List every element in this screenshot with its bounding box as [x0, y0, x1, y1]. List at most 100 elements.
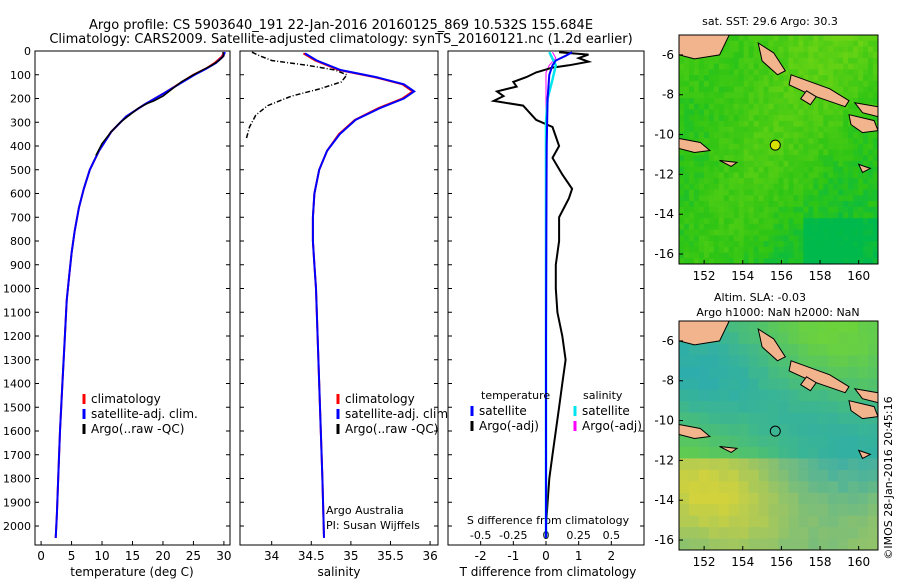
y-tick-label: 100: [10, 69, 31, 82]
y-tick-label: 500: [10, 164, 31, 177]
s-diff-label: S difference from climatology: [467, 514, 630, 527]
x-axis-label: salinity: [317, 565, 360, 579]
y-tick-label: 1900: [3, 496, 31, 509]
y-tick-label: 1000: [3, 283, 31, 296]
y-tick-label: 700: [10, 211, 31, 224]
x-tick-label: -1: [507, 549, 519, 563]
x-tick-label: 0: [37, 549, 45, 563]
y-tick-label: -10: [654, 128, 674, 142]
x-tick-label: 15: [125, 549, 140, 563]
annotation-line-1: Argo Australia: [326, 504, 404, 517]
x-tick-label: 154: [731, 555, 754, 569]
watermark: ©IMOS 28-Jan-2016 20:45:16: [882, 396, 895, 559]
land: [799, 376, 817, 392]
y-tick-label: -14: [654, 207, 674, 221]
land: [679, 35, 730, 60]
salinity-panel: 34 34.5 35 35.5 36 climatologysatellite-adj. …: [239, 50, 452, 579]
x-tick-label: 20: [155, 549, 170, 563]
x-tick-label: 156: [770, 555, 793, 569]
x-tick-label: 34.5: [298, 549, 325, 563]
t-satellite-line: [545, 51, 573, 538]
top-tick-label: 0.5: [603, 529, 621, 542]
land: [857, 163, 872, 174]
y-tick-label: 1300: [3, 354, 31, 367]
sla-field: [679, 321, 878, 550]
x-tick-label: 10: [94, 549, 109, 563]
sla-map-panel: 152 154 156 158 160 -6 -8 -10 -12 -14 -16 Altim. SL…: [654, 291, 879, 569]
land: [719, 446, 739, 453]
x-tick-label: -2: [475, 549, 487, 563]
land: [719, 160, 739, 167]
y-tick-label: -12: [654, 453, 674, 467]
top-tick-label: -0.25: [499, 529, 527, 542]
y-tick-label: 800: [10, 235, 31, 248]
y-tick-label: -12: [654, 167, 674, 181]
x-tick-label: 152: [693, 269, 716, 283]
y-tick-label: 1600: [3, 425, 31, 438]
x-tick-label: 154: [731, 269, 754, 283]
y-tick-label: 600: [10, 188, 31, 201]
plot-frame: [239, 50, 439, 546]
x-tick-label: 35: [343, 549, 358, 563]
x-tick-label: 2: [608, 549, 616, 563]
x-axis-label: temperature (deg C): [70, 565, 193, 579]
legend-satellite-label: satellite-adj. clim.: [345, 407, 452, 421]
legend-t-argo-label: Argo(-adj): [479, 419, 539, 433]
y-tick-label: -6: [662, 48, 674, 62]
map-title: sat. SST: 29.6 Argo: 30.3: [702, 15, 838, 28]
x-tick-label: 36: [422, 549, 437, 563]
y-tick-label: -16: [654, 247, 674, 261]
difference-panel: -2 -1 0 1 2-0.5 -0.25 0 0.25 0.5S difference fro…: [447, 50, 645, 579]
y-tick-label: 1500: [3, 401, 31, 414]
y-tick-label: 300: [10, 116, 31, 129]
legend-salinity-heading: salinity: [583, 389, 623, 402]
argo-line: [95, 51, 225, 156]
x-tick-label: 5: [68, 549, 76, 563]
legend-satellite-label: satellite-adj. clim.: [91, 407, 198, 421]
legend-argo-label: Argo(..raw -QC): [345, 422, 438, 436]
land: [788, 74, 850, 108]
legend-s-argo-label: Argo(-adj): [582, 419, 642, 433]
land: [679, 423, 712, 440]
y-tick-label: -8: [662, 88, 674, 102]
y-tick-label: 1100: [3, 306, 31, 319]
y-tick-label: 200: [10, 93, 31, 106]
x-tick-label: 158: [809, 555, 832, 569]
argo-position-marker: [769, 139, 781, 151]
y-tick-label: -6: [662, 334, 674, 348]
t-argo-line: [490, 51, 593, 527]
map-frame: [678, 34, 879, 265]
top-tick-label: -0.5: [470, 529, 491, 542]
land: [848, 114, 878, 134]
y-tick-label: 900: [10, 259, 31, 272]
map-title-line-1: Altim. SLA: -0.03: [714, 291, 806, 304]
land: [848, 400, 878, 420]
annotation-line-2: PI: Susan Wijffels: [326, 519, 420, 532]
y-tick-label: 0: [24, 45, 31, 58]
map-frame: [678, 320, 879, 551]
y-tick-label: 2000: [3, 520, 31, 533]
y-tick-label: -16: [654, 533, 674, 547]
argo-line: [245, 51, 349, 140]
y-tick-label: 1700: [3, 449, 31, 462]
x-tick-label: 152: [693, 555, 716, 569]
title-line-2: Climatology: CARS2009. Satellite-adjuste…: [49, 32, 632, 47]
land: [679, 137, 712, 154]
y-tick-label: -10: [654, 414, 674, 428]
legend-climatology-label: climatology: [91, 392, 161, 406]
x-axis-label: T difference from climatology: [459, 565, 637, 579]
temperature-panel: 0100200300400500600700800900100011001200…: [3, 45, 232, 579]
x-tick-label: 0: [542, 549, 550, 563]
x-tick-label: 1: [575, 549, 583, 563]
x-tick-label: 34: [264, 549, 279, 563]
land: [757, 41, 787, 76]
y-tick-label: 400: [10, 140, 31, 153]
plot-frame: [34, 50, 231, 546]
sst-field: [679, 35, 878, 264]
land: [757, 327, 787, 362]
argo-position-marker: [769, 425, 781, 437]
x-tick-label: 156: [770, 269, 793, 283]
y-tick-label: 1800: [3, 473, 31, 486]
land: [679, 321, 730, 346]
